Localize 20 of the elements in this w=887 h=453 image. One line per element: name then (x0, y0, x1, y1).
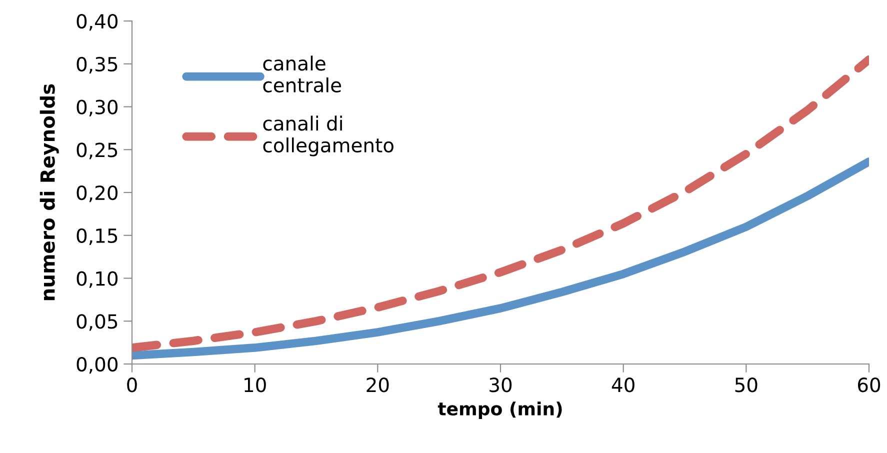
x-tick-label: 60 (858, 378, 880, 392)
y-tick-label: 0,10 (76, 271, 118, 288)
x-tick-label: 20 (366, 378, 389, 392)
legend-label: canali di collegamento (263, 116, 394, 156)
y-tick-label: 0,35 (76, 56, 118, 74)
y-tick-label: 0,00 (76, 356, 118, 374)
y-tick-label: 0,25 (76, 142, 118, 160)
legend-label: canale centrale (263, 56, 342, 92)
y-tick-label: 0,40 (76, 14, 118, 31)
y-tick-label: 0,15 (76, 228, 118, 246)
x-tick-label: 40 (612, 378, 634, 392)
y-tick-label: 0,05 (76, 314, 118, 331)
y-tick-label: 0,20 (76, 185, 118, 202)
x-tick-label: 30 (490, 378, 512, 392)
y-axis-title: numero di Reynolds (40, 84, 59, 300)
x-tick-label: 10 (244, 378, 266, 392)
x-tick-label: 0 (127, 378, 137, 392)
x-axis-title: tempo (min) (438, 402, 562, 420)
y-tick-label: 0,30 (76, 100, 118, 116)
x-tick-label: 50 (735, 378, 758, 392)
